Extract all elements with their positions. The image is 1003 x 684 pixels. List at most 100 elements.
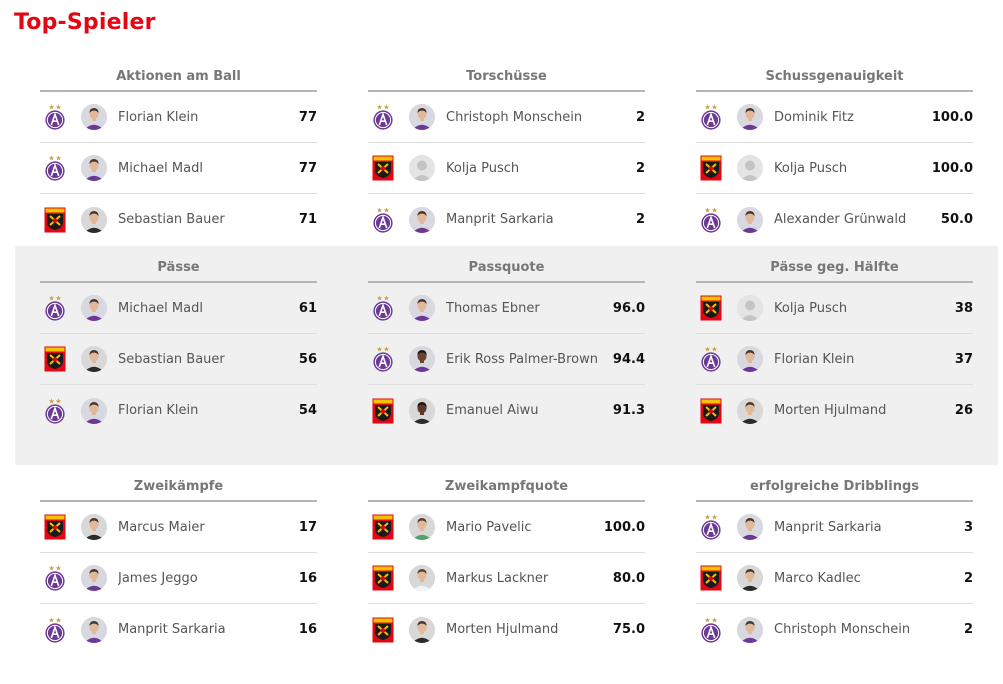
player-name[interactable]: Sebastian Bauer	[118, 351, 225, 367]
player-row[interactable]: Thomas Ebner 96.0	[368, 283, 645, 334]
player-name[interactable]: Markus Lackner	[446, 570, 549, 586]
player-name[interactable]: Manprit Sarkaria	[774, 519, 882, 535]
player-row[interactable]: Marco Kadlec 2	[696, 553, 973, 604]
admira-crest-icon	[370, 398, 396, 424]
admira-crest-icon	[698, 295, 724, 321]
admira-crest-icon	[42, 346, 68, 372]
player-row[interactable]: Erik Ross Palmer-Brown 94.4	[368, 334, 645, 385]
player-avatar	[81, 346, 107, 372]
player-name[interactable]: Manprit Sarkaria	[446, 212, 554, 227]
player-name[interactable]: Christoph Monschein	[446, 109, 583, 125]
player-row[interactable]: Florian Klein 37	[696, 334, 973, 385]
austria-wien-crest-icon	[698, 617, 724, 643]
stat-value: 54	[298, 403, 317, 418]
player-avatar	[409, 104, 435, 130]
admira-crest-icon	[42, 207, 68, 233]
stat-value: 96.0	[612, 300, 645, 316]
player-avatar	[81, 155, 107, 181]
player-avatar	[737, 565, 763, 591]
player-row[interactable]: Manprit Sarkaria 2	[368, 194, 645, 245]
player-name[interactable]: Kolja Pusch	[774, 300, 848, 316]
player-row[interactable]: Markus Lackner 80.0	[368, 553, 645, 604]
player-name[interactable]: Mario Pavelic	[446, 519, 532, 535]
stat-value: 77	[298, 109, 317, 125]
admira-crest-icon	[370, 514, 396, 540]
player-name[interactable]: Thomas Ebner	[446, 300, 540, 316]
panel-title: erfolgreiche Dribblings	[696, 475, 973, 502]
player-avatar	[737, 346, 763, 372]
player-name[interactable]: Florian Klein	[118, 109, 199, 125]
player-name[interactable]: Alexander Grünwald	[774, 212, 907, 227]
player-avatar	[737, 616, 763, 643]
player-name[interactable]: Manprit Sarkaria	[118, 622, 226, 637]
austria-wien-crest-icon	[42, 398, 68, 424]
stat-value: 16	[298, 570, 317, 586]
player-name[interactable]: Florian Klein	[118, 403, 199, 418]
player-row[interactable]: Dominik Fitz 100.0	[696, 92, 973, 143]
player-avatar	[81, 206, 107, 233]
player-row[interactable]: Sebastian Bauer 71	[40, 194, 317, 245]
player-name[interactable]: Morten Hjulmand	[446, 622, 559, 637]
player-name[interactable]: James Jeggo	[118, 570, 198, 586]
player-name[interactable]: Kolja Pusch	[446, 160, 520, 176]
player-name[interactable]: Emanuel Aiwu	[446, 403, 539, 418]
stat-value: 2	[635, 160, 645, 176]
stat-panel-schussgenauigkeit: Schussgenauigkeit Dominik Fitz 100.0 Kolja …	[696, 65, 973, 245]
player-row[interactable]: Kolja Pusch 2	[368, 143, 645, 194]
player-name[interactable]: Kolja Pusch	[774, 160, 848, 176]
stat-value: 61	[298, 300, 317, 316]
admira-crest-icon	[698, 565, 724, 591]
austria-wien-crest-icon	[698, 346, 724, 372]
player-row[interactable]: Florian Klein 77	[40, 92, 317, 143]
austria-wien-crest-icon	[698, 514, 724, 540]
stat-value: 94.4	[612, 351, 645, 367]
player-row[interactable]: Emanuel Aiwu 91.3	[368, 385, 645, 436]
player-row[interactable]: Marcus Maier 17	[40, 502, 317, 553]
stat-value: 71	[298, 212, 317, 227]
player-row[interactable]: Morten Hjulmand 26	[696, 385, 973, 436]
player-row[interactable]: Sebastian Bauer 56	[40, 334, 317, 385]
player-name[interactable]: Dominik Fitz	[774, 109, 854, 125]
panel-title: Zweikampfquote	[368, 475, 645, 502]
stat-panel-passquote: Passquote Thomas Ebner 96.0 Erik Ross Palme…	[368, 256, 645, 436]
admira-crest-icon	[370, 617, 396, 643]
player-row[interactable]: James Jeggo 16	[40, 553, 317, 604]
player-name[interactable]: Marcus Maier	[118, 519, 205, 535]
stat-value: 2	[963, 622, 973, 637]
player-row[interactable]: Mario Pavelic 100.0	[368, 502, 645, 553]
player-row[interactable]: Manprit Sarkaria 3	[696, 502, 973, 553]
player-name[interactable]: Morten Hjulmand	[774, 403, 887, 418]
stat-value: 80.0	[612, 570, 645, 586]
player-name[interactable]: Michael Madl	[118, 300, 203, 316]
player-row[interactable]: Kolja Pusch 38	[696, 283, 973, 334]
panel-title: Passquote	[368, 256, 645, 283]
player-avatar	[737, 397, 763, 424]
page-title: Top-Spieler	[14, 10, 156, 35]
player-name[interactable]: Christoph Monschein	[774, 622, 911, 637]
player-name[interactable]: Marco Kadlec	[774, 570, 861, 586]
player-name[interactable]: Sebastian Bauer	[118, 212, 225, 227]
stat-value: 17	[298, 519, 317, 535]
stat-panel-zweikampfquote: Zweikampfquote Mario Pavelic 100.0 Markus L…	[368, 475, 645, 655]
player-avatar	[737, 295, 763, 321]
austria-wien-crest-icon	[42, 295, 68, 321]
austria-wien-crest-icon	[370, 207, 396, 233]
austria-wien-crest-icon	[42, 565, 68, 591]
player-row[interactable]: Alexander Grünwald 50.0	[696, 194, 973, 245]
player-row[interactable]: Michael Madl 61	[40, 283, 317, 334]
player-name[interactable]: Erik Ross Palmer-Brown	[446, 351, 598, 367]
player-row[interactable]: Christoph Monschein 2	[696, 604, 973, 655]
player-row[interactable]: Michael Madl 77	[40, 143, 317, 194]
player-avatar	[81, 397, 107, 424]
stat-value: 91.3	[612, 403, 645, 418]
player-row[interactable]: Manprit Sarkaria 16	[40, 604, 317, 655]
stat-panel-torschuesse: Torschüsse Christoph Monschein 2 Kolja Pusc…	[368, 65, 645, 245]
player-row[interactable]: Morten Hjulmand 75.0	[368, 604, 645, 655]
stat-value: 50.0	[940, 212, 973, 227]
player-row[interactable]: Kolja Pusch 100.0	[696, 143, 973, 194]
player-name[interactable]: Michael Madl	[118, 160, 203, 176]
player-row[interactable]: Christoph Monschein 2	[368, 92, 645, 143]
player-row[interactable]: Florian Klein 54	[40, 385, 317, 436]
player-avatar	[81, 616, 107, 643]
player-name[interactable]: Florian Klein	[774, 351, 855, 367]
